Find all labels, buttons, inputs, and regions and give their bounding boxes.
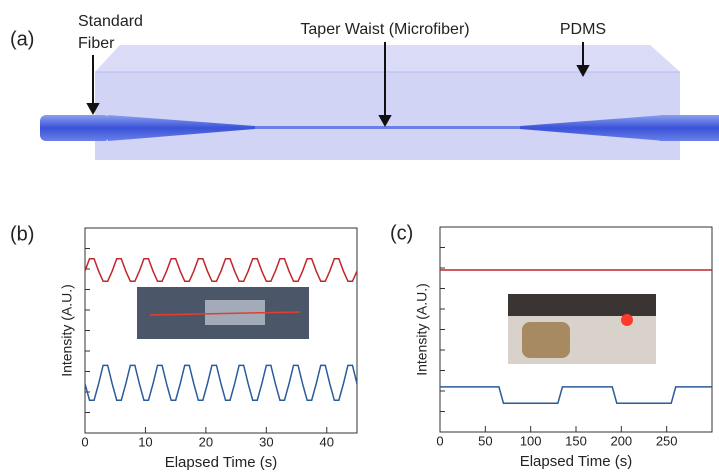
taper <box>520 115 665 141</box>
label: PDMS <box>560 21 606 38</box>
data-line <box>84 364 358 401</box>
x-tick-label: 0 <box>436 433 443 448</box>
fiber <box>660 115 719 141</box>
x-tick-label: 150 <box>565 433 587 448</box>
x-axis-label: Elapsed Time (s) <box>520 453 633 470</box>
x-tick-label: 20 <box>199 434 213 449</box>
pdms-top <box>95 45 680 72</box>
y-axis-label: Intensity (A.U.) <box>59 284 75 377</box>
pdms-block <box>95 45 680 160</box>
inset-photo <box>621 314 633 326</box>
x-tick-label: 30 <box>259 434 273 449</box>
fiber <box>40 115 110 141</box>
waist <box>255 126 520 129</box>
y-axis-label: Intensity (A.U.) <box>414 283 430 376</box>
diagram: (a) Standard Fiber Taper Waist (Microfib… <box>10 13 719 160</box>
x-axis-label: Elapsed Time (s) <box>165 454 278 470</box>
x-tick-label: 0 <box>81 434 88 449</box>
data-line <box>440 386 712 405</box>
taper <box>108 115 255 141</box>
arrows <box>86 42 590 128</box>
data-line <box>84 258 358 283</box>
x-tick-label: 250 <box>656 433 678 448</box>
x-tick-label: 40 <box>320 434 334 449</box>
x-tick-label: 50 <box>478 433 492 448</box>
x-tick-label: 200 <box>610 433 632 448</box>
label: Standard <box>78 13 143 30</box>
label: Taper Waist (Microfiber) <box>300 21 469 38</box>
inset-photo <box>508 294 656 316</box>
label: Fiber <box>78 35 115 52</box>
panel-label: (b) <box>10 223 34 245</box>
panel-label: (c) <box>390 222 413 244</box>
inset-photo <box>522 322 570 358</box>
inset-photo <box>149 311 301 316</box>
x-tick-label: 10 <box>138 434 152 449</box>
panel-label: (a) <box>10 28 34 50</box>
x-tick-label: 100 <box>520 433 542 448</box>
